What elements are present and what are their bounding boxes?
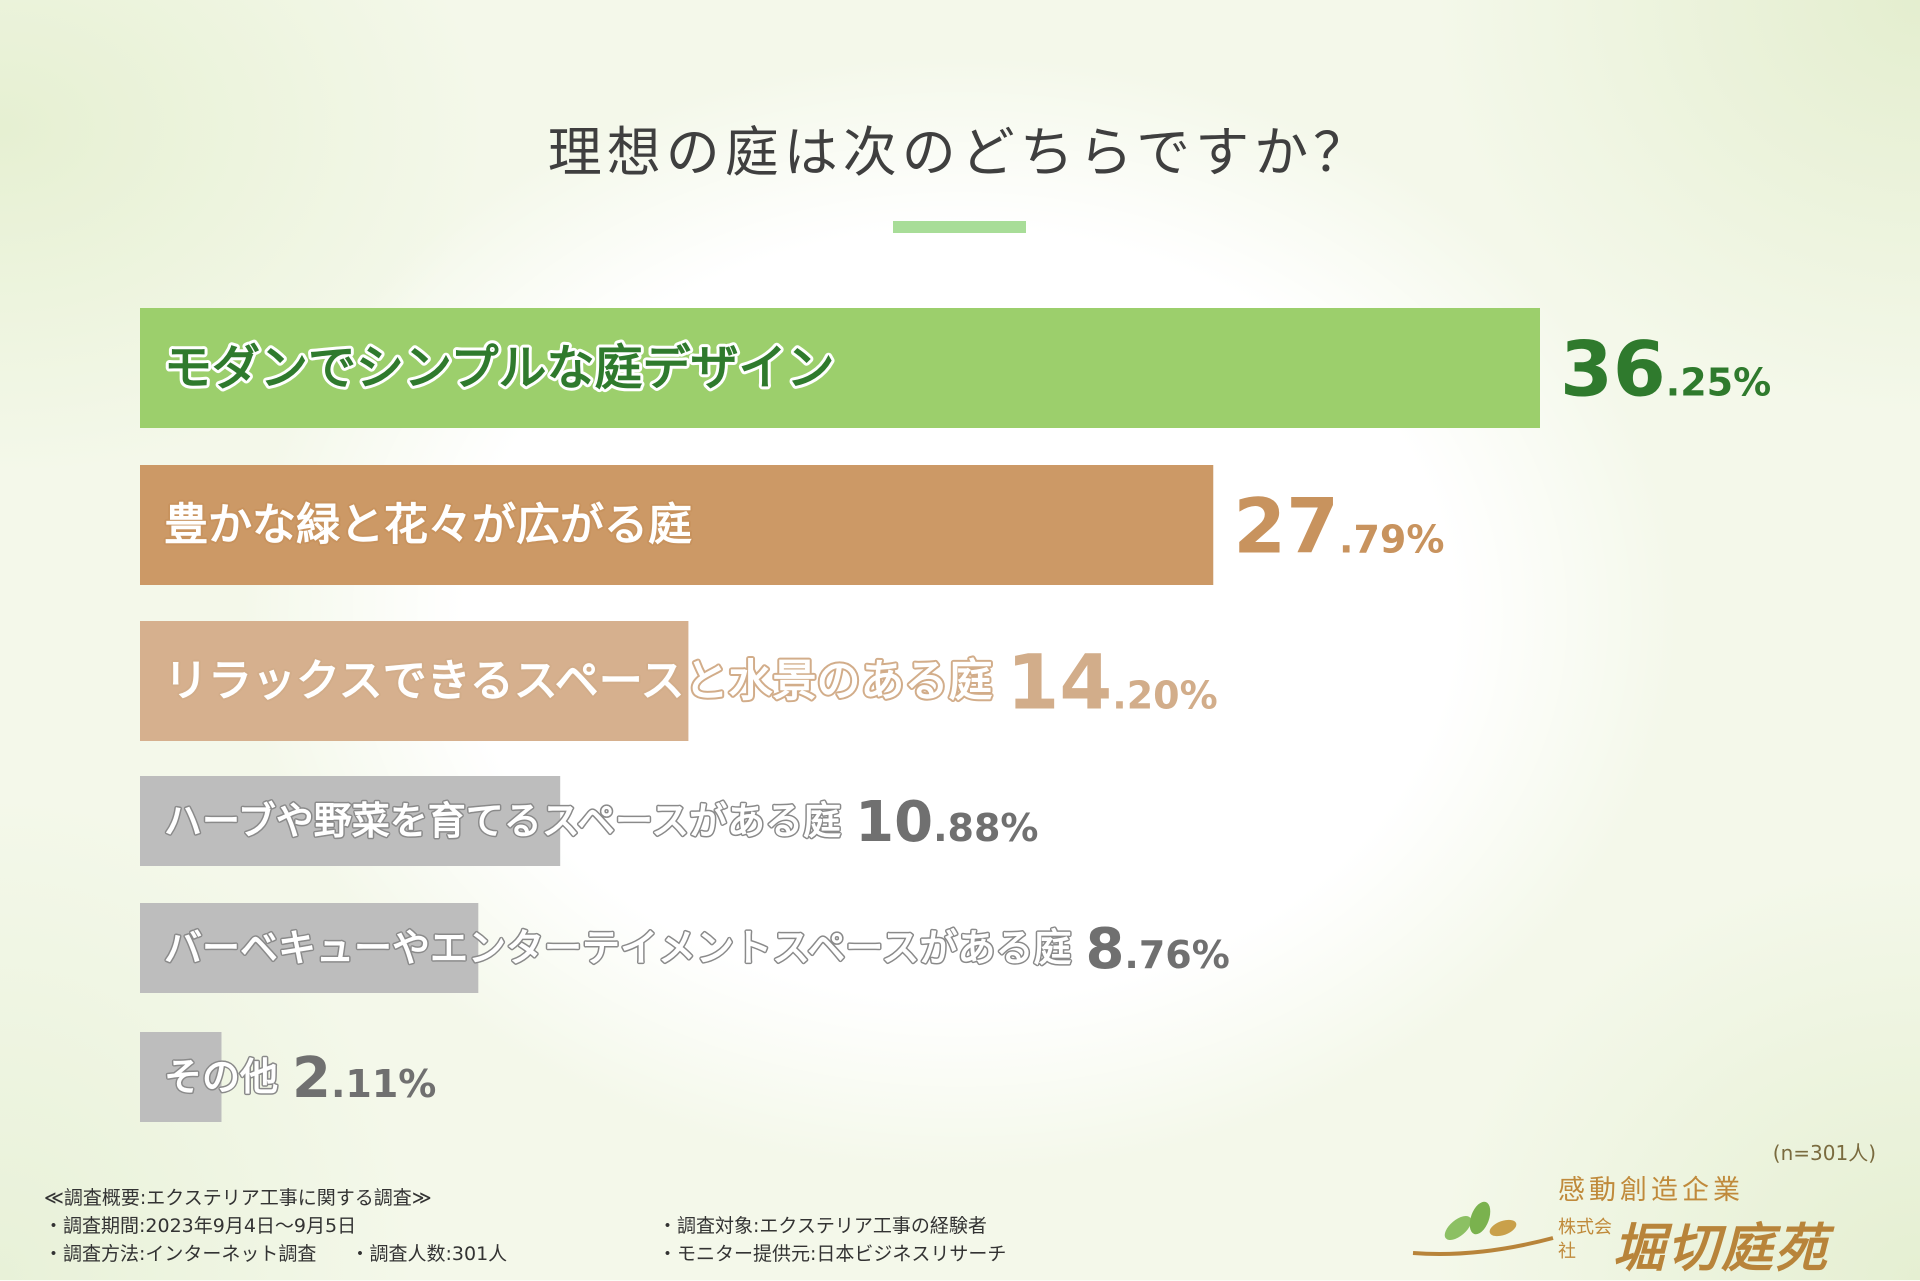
survey-method-row: ・調査方法:インターネット調査 ・調査人数:301人 [44, 1240, 507, 1268]
value-label-0: 36.25% [1560, 324, 1771, 413]
survey-period: ・調査期間:2023年9月4日〜9月5日 [44, 1215, 357, 1237]
logo-company-name: 堀切庭苑 [1613, 1218, 1830, 1279]
bar-3 [140, 776, 561, 866]
survey-target: ・調査対象:エクステリア工事の経験者 [658, 1215, 987, 1237]
bar-2 [140, 621, 689, 741]
survey-heading: ≪調査概要:エクステリア工事に関する調査≫ [44, 1187, 432, 1209]
logo-company-type: 株式会社 [1558, 1217, 1612, 1262]
value-integer-0: 36 [1560, 324, 1666, 413]
bar-1 [140, 465, 1214, 585]
value-integer-3: 10 [855, 790, 933, 855]
value-integer-4: 8 [1085, 917, 1124, 982]
category-label-4: バーベキューやエンターテイメントスペースがある庭 [164, 926, 1071, 970]
value-integer-1: 27 [1233, 481, 1339, 570]
value-decimal-2: .20% [1112, 673, 1217, 717]
bar-0 [140, 308, 1540, 428]
category-label-2: リラックスできるスペースと水景のある庭 [164, 656, 993, 707]
category-label-3: ハーブや野菜を育てるスペースがある庭 [164, 799, 841, 843]
category-label-1: 豊かな緑と花々が広がる庭 [164, 500, 692, 551]
value-label-3: 10.88% [855, 790, 1038, 855]
leaf-logo-icon [1412, 1201, 1554, 1256]
bar-5 [140, 1032, 222, 1122]
logo-tagline: 感動創造企業 [1558, 1175, 1744, 1206]
value-integer-2: 14 [1007, 637, 1113, 726]
survey-method: ・調査方法:インターネット調査 [44, 1243, 317, 1265]
value-decimal-5: .11% [331, 1062, 436, 1106]
value-decimal-0: .25% [1666, 360, 1771, 404]
value-decimal-4: .76% [1124, 933, 1229, 977]
value-label-1: 27.79% [1233, 481, 1444, 570]
survey-details: ・調査対象:エクステリア工事の経験者 ・モニター提供元:日本ビジネスリサーチ [658, 1212, 1006, 1268]
survey-count: ・調査人数:301人 [350, 1243, 508, 1265]
value-label-5: 2.11% [292, 1046, 436, 1111]
page-title: 理想の庭は次のどちらですか？ [547, 121, 1373, 184]
value-decimal-1: .79% [1339, 517, 1444, 561]
bar-chart: モダンでシンプルな庭デザイン 36.25% 豊かな緑と花々が広がる庭 27.79% リラ… [140, 308, 1771, 1122]
value-decimal-3: .88% [933, 806, 1038, 850]
value-label-4: 8.76% [1085, 917, 1229, 982]
category-label-0: モダンでシンプルな庭デザイン [164, 340, 835, 396]
bar-4 [140, 903, 479, 993]
sample-size-note: (n=301人) [1772, 1141, 1876, 1165]
value-integer-5: 2 [292, 1046, 331, 1111]
category-label-5: その他 [164, 1055, 278, 1099]
survey-summary: ≪調査概要:エクステリア工事に関する調査≫ ・調査期間:2023年9月4日〜9月… [44, 1184, 507, 1268]
value-label-2: 14.20% [1007, 637, 1218, 726]
title-underline [893, 221, 1026, 233]
survey-provider: ・モニター提供元:日本ビジネスリサーチ [658, 1243, 1007, 1265]
company-logo: 感動創造企業 株式会社 堀切庭苑 [1408, 1168, 1888, 1279]
